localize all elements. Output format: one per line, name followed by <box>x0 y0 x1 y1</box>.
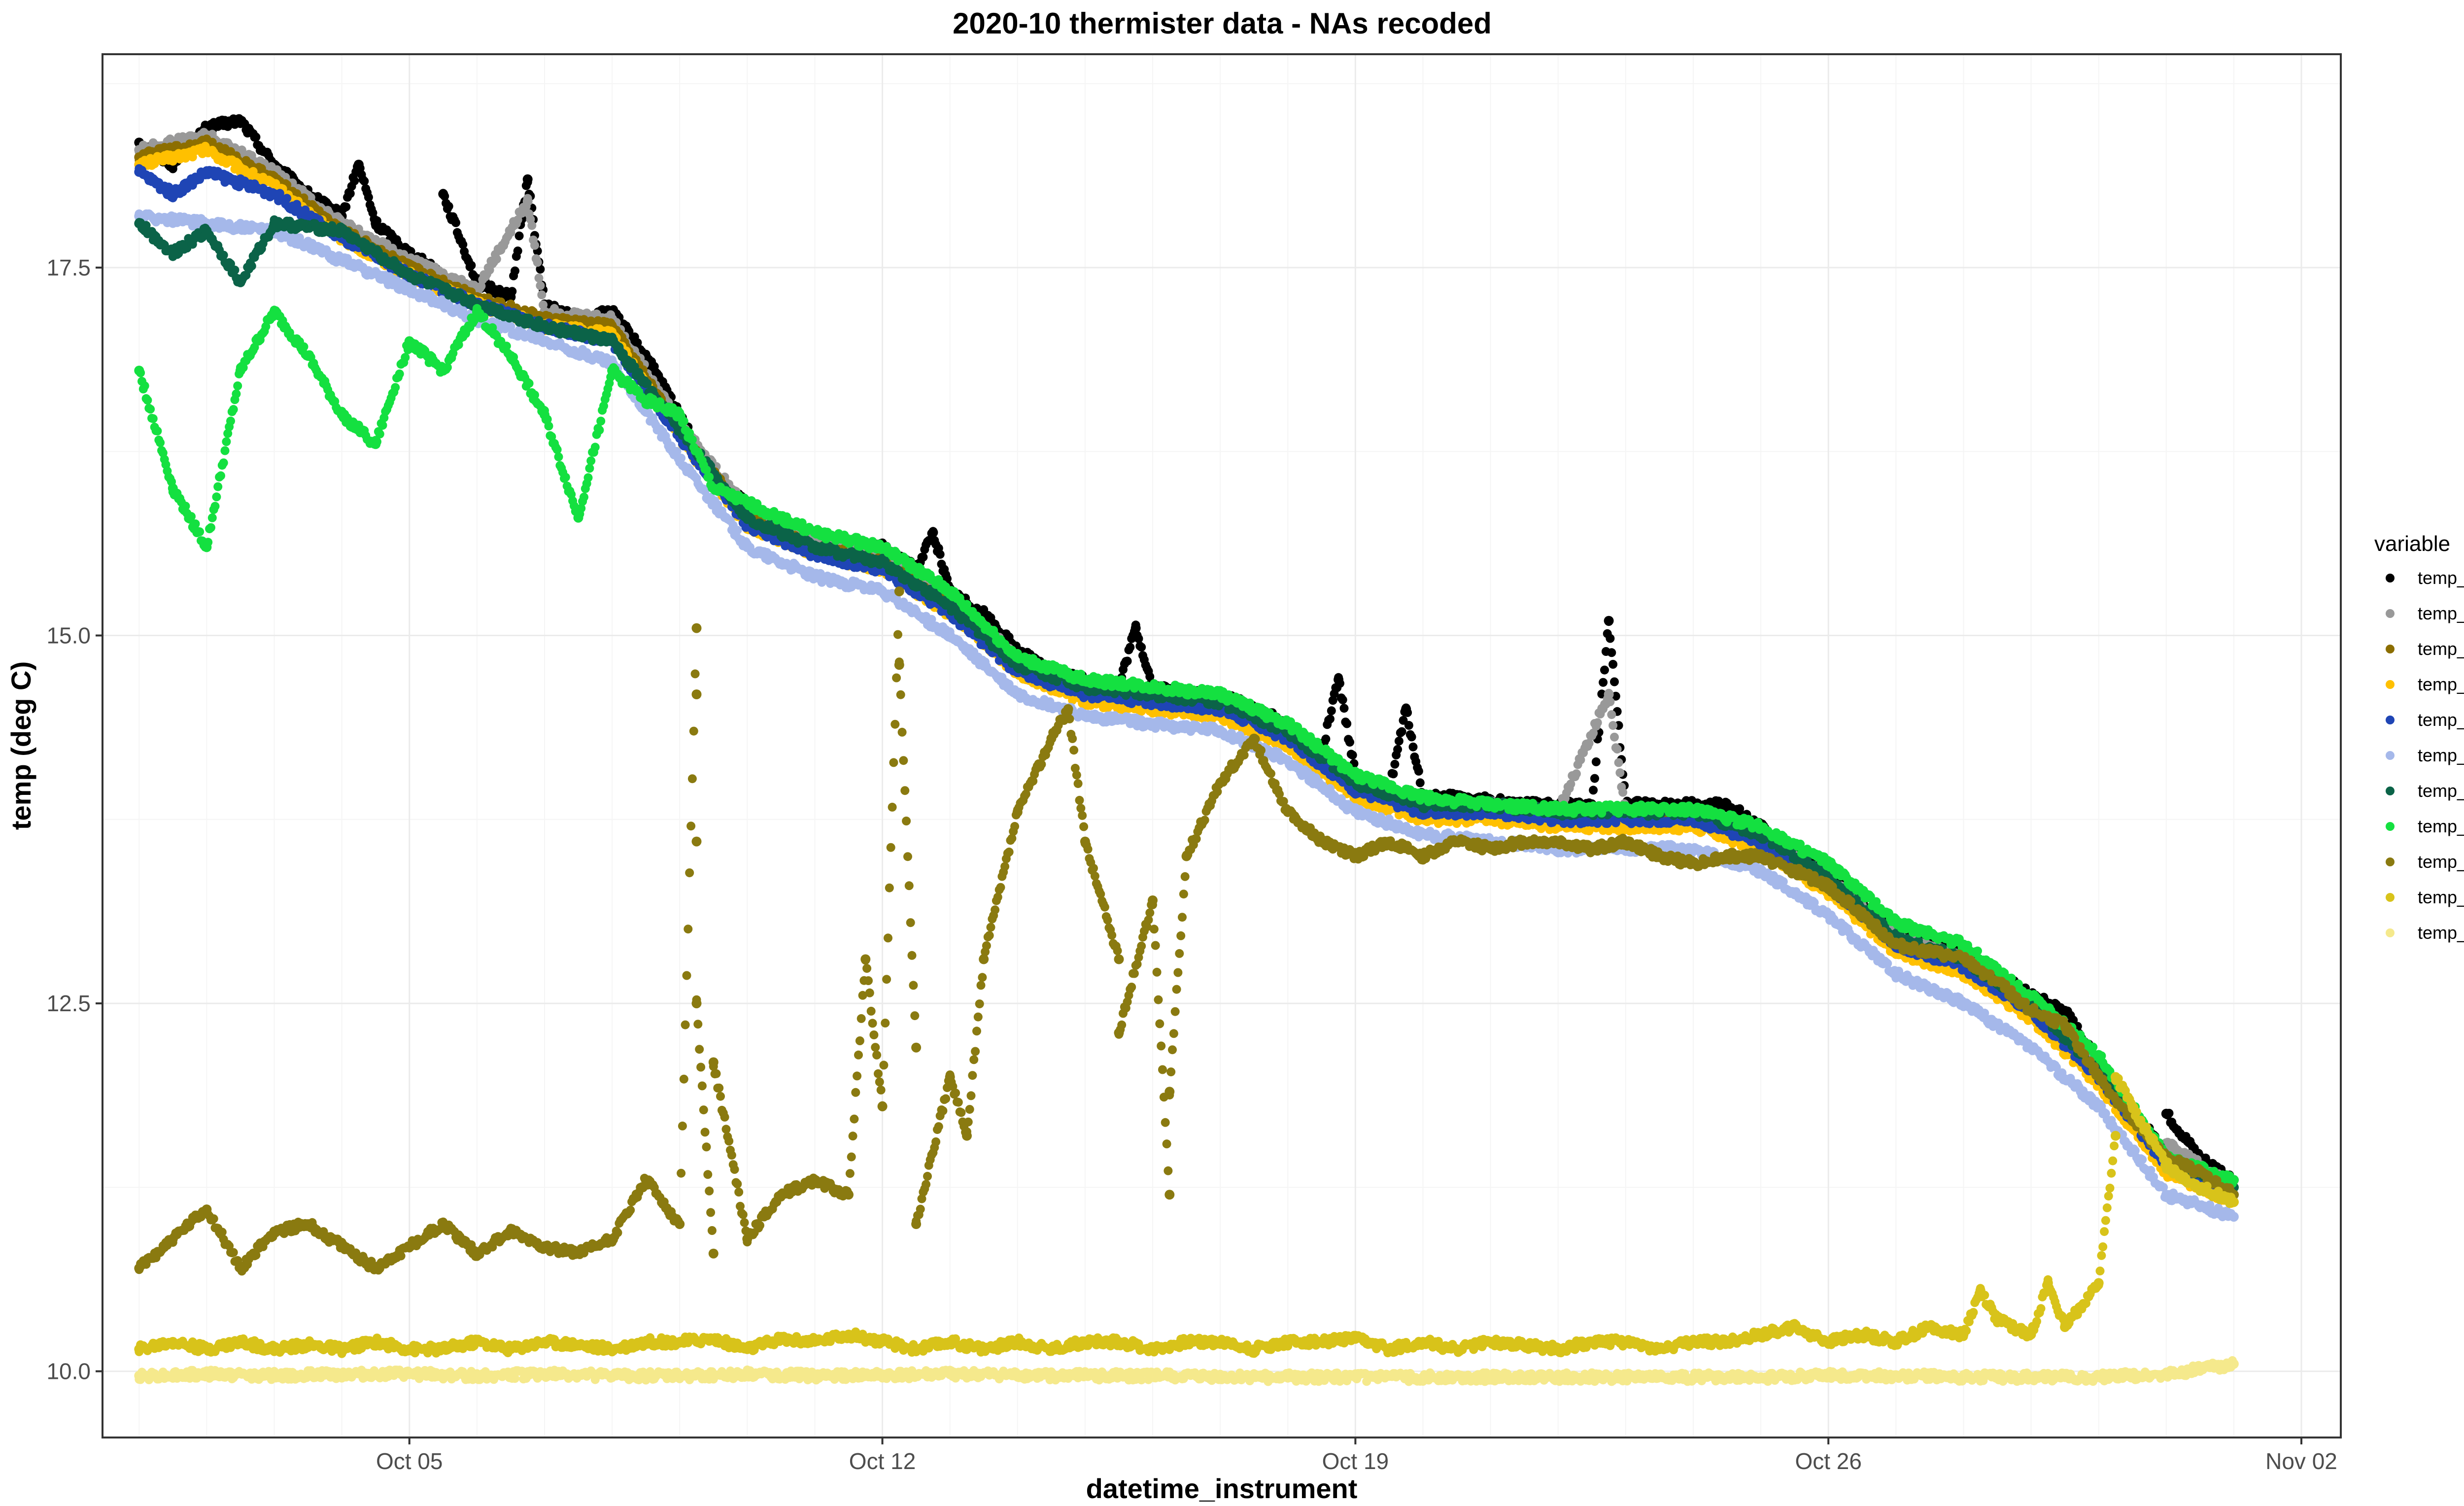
data-point <box>511 266 519 275</box>
data-point <box>1414 766 1423 776</box>
data-point <box>537 290 547 300</box>
data-point <box>1610 732 1619 742</box>
data-point <box>1348 751 1357 760</box>
data-point <box>1415 778 1425 787</box>
data-point <box>1338 695 1347 705</box>
data-point <box>1610 677 1619 686</box>
data-point <box>1593 718 1602 727</box>
data-point <box>1591 757 1601 766</box>
data-point <box>534 274 544 283</box>
data-point <box>342 202 351 211</box>
data-point <box>1615 768 1625 778</box>
data-point <box>522 196 533 206</box>
data-point <box>522 174 533 184</box>
data-point <box>1607 648 1616 657</box>
data-point <box>451 218 460 227</box>
data-point <box>1604 616 1614 626</box>
data-point <box>1342 719 1352 728</box>
data-point <box>1722 799 1732 810</box>
data-point <box>1407 732 1416 742</box>
data-point <box>1590 774 1599 783</box>
data-point <box>2161 1109 2171 1119</box>
data-point <box>1607 710 1616 719</box>
data-point <box>1327 706 1336 716</box>
data-point <box>1321 734 1331 744</box>
data-point <box>444 202 453 211</box>
data-point <box>533 258 542 267</box>
data-point <box>1604 689 1614 699</box>
data-points <box>134 114 2239 1386</box>
data-point <box>1408 742 1418 752</box>
data-point <box>1137 643 1146 652</box>
data-point <box>360 176 369 186</box>
data-point <box>919 552 928 562</box>
data-point <box>235 115 245 126</box>
data-point <box>1606 634 1615 643</box>
data-point <box>1339 704 1349 713</box>
data-point <box>1589 786 1598 795</box>
data-point <box>1404 720 1413 730</box>
data-point <box>1600 665 1609 675</box>
data-point <box>1393 745 1403 754</box>
data-point <box>1134 634 1143 643</box>
data-point <box>1126 643 1135 652</box>
data-point <box>364 193 373 202</box>
data-point <box>1608 721 1618 730</box>
data-point <box>2060 1006 2070 1016</box>
data-point <box>1614 758 1623 767</box>
data-point <box>1599 678 1608 687</box>
chart-title: 2020-10 thermister data - NAs recoded <box>953 7 1492 40</box>
data-point <box>530 240 539 250</box>
data-point <box>438 189 448 199</box>
data-point <box>1334 675 1344 685</box>
data-point <box>1612 745 1622 754</box>
data-point <box>467 261 476 270</box>
data-point <box>371 218 381 229</box>
data-point <box>1123 656 1132 666</box>
data-point <box>1345 738 1354 747</box>
data-point <box>1618 787 1628 797</box>
data-point <box>1401 704 1411 714</box>
data-point <box>513 246 522 256</box>
data-point <box>514 231 524 240</box>
data-point <box>1326 714 1335 723</box>
data-point <box>527 221 537 230</box>
data-point <box>1390 759 1400 769</box>
data-point <box>353 160 364 170</box>
data-point <box>1394 736 1403 746</box>
data-point <box>1572 769 1581 779</box>
data-point <box>1397 727 1406 736</box>
data-point <box>345 189 355 198</box>
data-point <box>928 527 938 538</box>
data-point <box>492 254 501 264</box>
data-point <box>350 176 359 186</box>
data-point <box>251 133 261 142</box>
data-point <box>1130 623 1141 633</box>
data-point <box>1389 769 1398 779</box>
data-point <box>1608 660 1618 669</box>
data-point <box>935 549 945 559</box>
data-point <box>536 281 545 290</box>
